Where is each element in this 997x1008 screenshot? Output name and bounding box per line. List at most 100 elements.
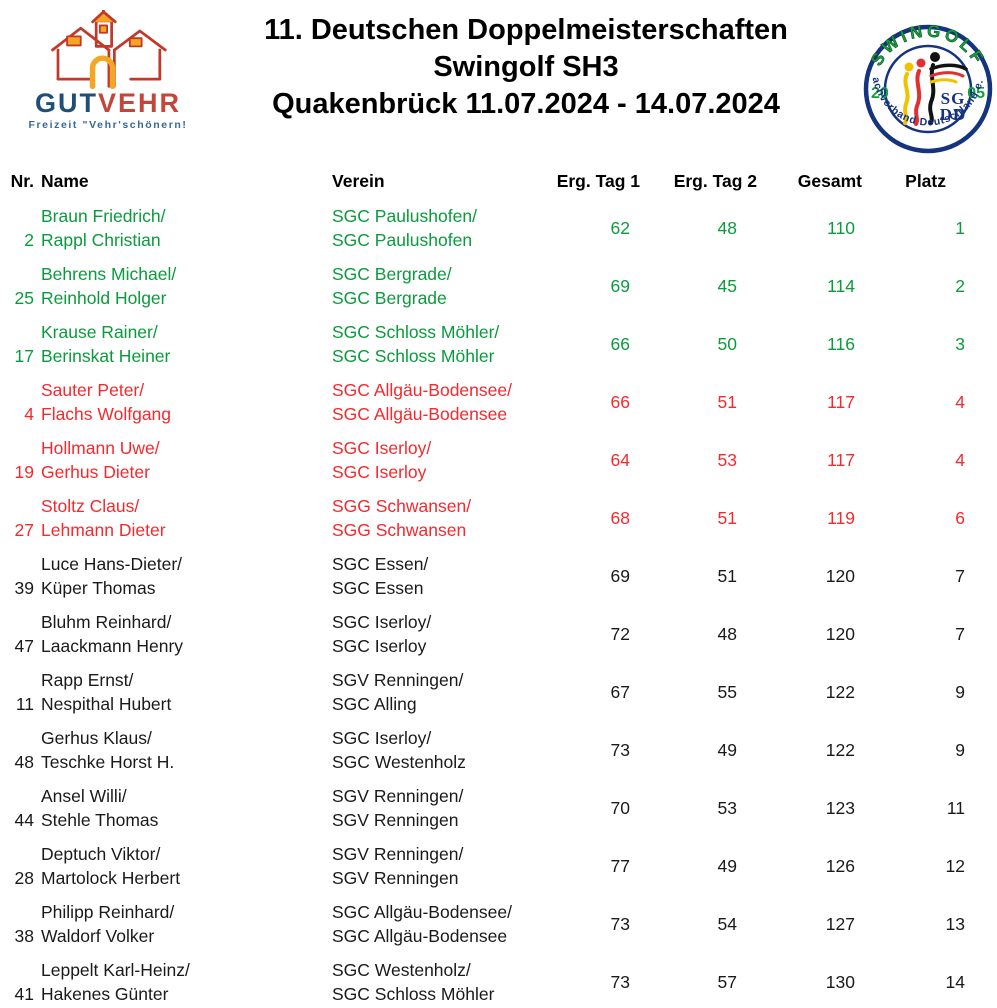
player-1-club: SGC Iserloy/: [332, 728, 432, 748]
table-row: 19 Hollmann Uwe/ Gerhus Dieter SGC Iserl…: [6, 436, 991, 484]
team-clubs: SGC Bergrade/ SGC Bergrade: [332, 262, 540, 310]
rank: 9: [955, 682, 965, 702]
result-day-1: 73: [610, 914, 630, 934]
badge-figures-icon: [903, 52, 968, 126]
result-day-2: 51: [717, 392, 737, 412]
player-1-name: Leppelt Karl-Heinz/: [41, 960, 190, 980]
player-1-club: SGC Schloss Möhler/: [332, 322, 500, 342]
player-2-name: Küper Thomas: [41, 578, 156, 598]
result-total: 119: [827, 508, 855, 528]
player-1-club: SGC Iserloy/: [332, 438, 432, 458]
badge-year-left: 20: [871, 85, 889, 102]
player-1-name: Stoltz Claus/: [41, 496, 140, 516]
team-names: Stoltz Claus/ Lehmann Dieter: [34, 494, 332, 542]
team-names: Rapp Ernst/ Nespithal Hubert: [34, 668, 332, 716]
start-number: 48: [14, 752, 34, 772]
col-header-erg-tag-2: Erg. Tag 2: [673, 171, 757, 191]
player-1-name: Sauter Peter/: [41, 380, 145, 400]
result-day-2: 51: [717, 508, 737, 528]
team-names: Hollmann Uwe/ Gerhus Dieter: [34, 436, 332, 484]
team-clubs: SGC Essen/ SGC Essen: [332, 552, 540, 600]
result-day-1: 70: [610, 798, 630, 818]
team-names: Gerhus Klaus/ Teschke Horst H.: [34, 726, 332, 774]
page-title: 11. Deutschen Doppelmeisterschaften Swin…: [205, 12, 847, 123]
result-day-1: 67: [610, 682, 630, 702]
result-day-1: 73: [610, 972, 630, 992]
result-day-2: 48: [717, 218, 737, 238]
start-number: 17: [14, 346, 34, 366]
start-number: 41: [14, 984, 34, 1004]
start-number: 4: [24, 404, 34, 424]
rank: 7: [955, 566, 965, 586]
result-day-1: 73: [610, 740, 630, 760]
player-2-club: SGC Westenholz: [332, 752, 466, 772]
player-1-name: Ansel Willi/: [41, 786, 127, 806]
player-2-name: Rappl Christian: [41, 230, 161, 250]
team-clubs: SGC Iserloy/ SGC Iserloy: [332, 436, 540, 484]
player-2-club: SGV Renningen: [332, 868, 459, 888]
player-2-name: Reinhold Holger: [41, 288, 167, 308]
result-day-1: 72: [610, 624, 630, 644]
gutvehr-word-gut: GUT: [34, 88, 98, 118]
team-clubs: SGC Schloss Möhler/ SGC Schloss Möhler: [332, 320, 540, 368]
table-row: 25 Behrens Michael/ Reinhold Holger SGC …: [6, 262, 991, 310]
player-2-club: SGC Allgäu-Bodensee: [332, 926, 508, 946]
gutvehr-word-vehr: VEHR: [97, 88, 181, 118]
gutvehr-logo: GUTVEHR Freizeit "Vehr'schönern!: [8, 10, 208, 131]
team-clubs: SGC Allgäu-Bodensee/ SGC Allgäu-Bodensee: [332, 378, 540, 426]
start-number: 27: [14, 520, 34, 540]
table-row: 47 Bluhm Reinhard/ Laackmann Henry SGC I…: [6, 610, 991, 658]
player-1-name: Behrens Michael/: [41, 264, 177, 284]
team-clubs: SGC Paulushofen/ SGC Paulushofen: [332, 204, 540, 252]
team-names: Philipp Reinhard/ Waldorf Volker: [34, 900, 332, 948]
player-2-name: Berinskat Heiner: [41, 346, 171, 366]
player-1-club: SGC Iserloy/: [332, 612, 432, 632]
result-total: 122: [825, 740, 855, 760]
player-2-name: Lehmann Dieter: [41, 520, 166, 540]
table-row: 28 Deptuch Viktor/ Martolock Herbert SGV…: [6, 842, 991, 890]
start-number: 47: [14, 636, 34, 656]
gutvehr-wordmark: GUTVEHR: [8, 88, 208, 118]
player-2-club: SGC Schloss Möhler: [332, 346, 495, 366]
rank: 2: [955, 276, 965, 296]
rank: 1: [955, 218, 965, 238]
player-2-club: SGC Allgäu-Bodensee: [332, 404, 508, 424]
player-2-name: Nespithal Hubert: [41, 694, 172, 714]
team-names: Behrens Michael/ Reinhold Holger: [34, 262, 332, 310]
col-header-platz: Platz: [905, 171, 946, 191]
team-clubs: SGC Allgäu-Bodensee/ SGC Allgäu-Bodensee: [332, 900, 540, 948]
player-1-club: SGG Schwansen/: [332, 496, 472, 516]
rank: 12: [945, 856, 965, 876]
result-total: 127: [825, 914, 855, 934]
start-number: 39: [14, 578, 34, 598]
table-row: 11 Rapp Ernst/ Nespithal Hubert SGV Renn…: [6, 668, 991, 716]
start-number: 11: [15, 694, 34, 714]
result-total: 114: [827, 276, 855, 296]
team-names: Bluhm Reinhard/ Laackmann Henry: [34, 610, 332, 658]
table-row: 48 Gerhus Klaus/ Teschke Horst H. SGC Is…: [6, 726, 991, 774]
player-2-name: Hakenes Günter: [41, 984, 169, 1004]
player-2-club: SGG Schwansen: [332, 520, 467, 540]
table-row: 38 Philipp Reinhard/ Waldorf Volker SGC …: [6, 900, 991, 948]
player-2-name: Teschke Horst H.: [41, 752, 175, 772]
table-row: 27 Stoltz Claus/ Lehmann Dieter SGG Schw…: [6, 494, 991, 542]
player-1-club: SGV Renningen/: [332, 786, 464, 806]
result-day-2: 45: [717, 276, 737, 296]
player-2-club: SGC Schloss Möhler: [332, 984, 495, 1004]
result-day-1: 66: [610, 392, 630, 412]
player-2-name: Waldorf Volker: [41, 926, 155, 946]
player-1-name: Rapp Ernst/: [41, 670, 134, 690]
player-1-name: Hollmann Uwe/: [41, 438, 160, 458]
rank: 6: [955, 508, 965, 528]
team-clubs: SGV Renningen/ SGC Alling: [332, 668, 540, 716]
col-header-nr: Nr.: [10, 171, 34, 191]
player-2-club: SGC Bergrade: [332, 288, 447, 308]
team-clubs: SGV Renningen/ SGV Renningen: [332, 842, 540, 890]
team-names: Krause Rainer/ Berinskat Heiner: [34, 320, 332, 368]
player-1-club: SGC Allgäu-Bodensee/: [332, 380, 512, 400]
result-day-1: 77: [610, 856, 630, 876]
title-line-3: Quakenbrück 11.07.2024 - 14.07.2024: [272, 88, 780, 120]
result-day-1: 66: [610, 334, 630, 354]
badge-year-right: 05: [967, 85, 985, 102]
rank: 4: [955, 392, 965, 412]
